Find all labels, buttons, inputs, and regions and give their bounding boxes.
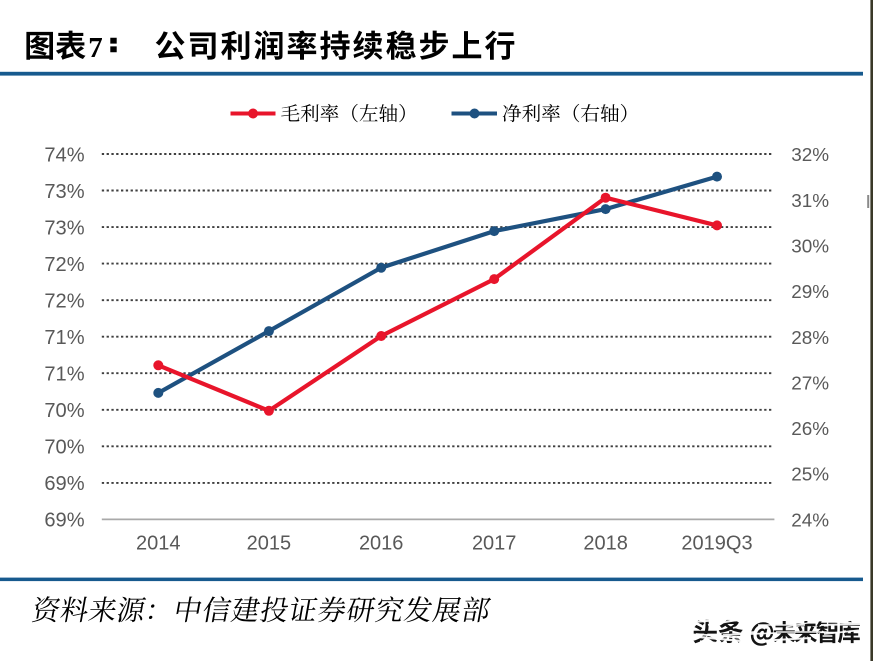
svg-text:70%: 70%: [44, 400, 84, 422]
svg-text:28%: 28%: [791, 328, 829, 349]
svg-text:2017: 2017: [472, 533, 517, 555]
svg-text:74%: 74%: [44, 144, 84, 166]
svg-text:25%: 25%: [791, 465, 829, 486]
svg-text:24%: 24%: [791, 510, 829, 531]
svg-text:2018: 2018: [583, 533, 628, 555]
svg-text:31%: 31%: [791, 191, 829, 212]
svg-text:2014: 2014: [136, 533, 181, 555]
svg-text:2019Q3: 2019Q3: [681, 533, 752, 555]
svg-text:29%: 29%: [791, 282, 829, 303]
svg-text:73%: 73%: [44, 181, 84, 203]
svg-text:72%: 72%: [44, 254, 84, 276]
svg-text:69%: 69%: [44, 473, 84, 495]
svg-text:72%: 72%: [44, 291, 84, 313]
svg-text:27%: 27%: [791, 373, 829, 394]
svg-text:30%: 30%: [791, 237, 829, 258]
svg-text:71%: 71%: [44, 327, 84, 349]
svg-text:69%: 69%: [44, 510, 84, 532]
svg-text:70%: 70%: [44, 437, 84, 459]
svg-text:2016: 2016: [359, 533, 404, 555]
svg-text:71%: 71%: [44, 364, 84, 386]
svg-text:26%: 26%: [791, 419, 829, 440]
svg-text:2015: 2015: [247, 533, 292, 555]
svg-text:73%: 73%: [44, 217, 84, 239]
svg-text:32%: 32%: [791, 145, 829, 166]
